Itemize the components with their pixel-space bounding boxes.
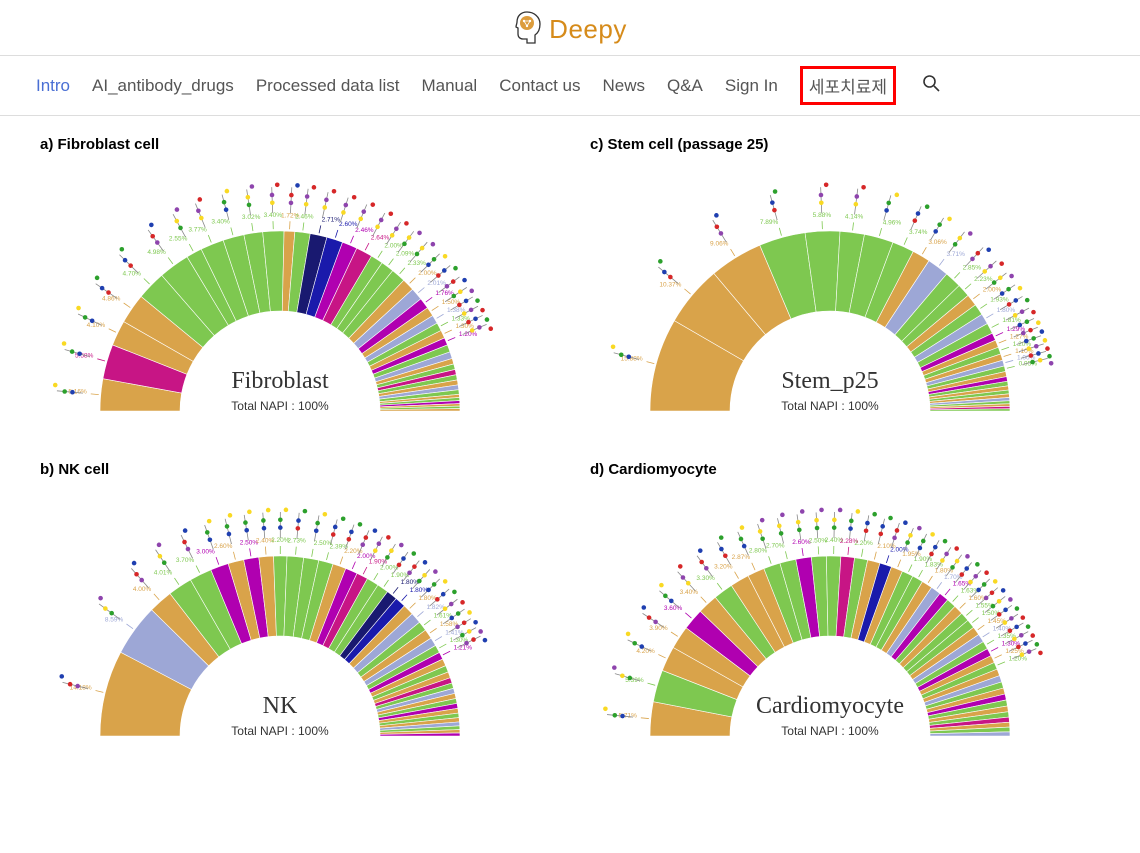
nav-processed-data-list[interactable]: Processed data list: [256, 76, 400, 96]
panel-title: d) Cardiomyocyte: [590, 461, 1100, 478]
center-name: Cardiomyocyte: [756, 693, 904, 720]
segment-pct-label: 4.14%: [845, 213, 864, 220]
center-sub: Total NAPI : 100%: [781, 399, 878, 413]
center-name: NK: [231, 693, 328, 720]
segment-pct-label: 3.02%: [242, 214, 261, 221]
segment-pct-label: 4.86%: [102, 296, 121, 303]
panel-cardio: d) Cardiomyocyte 5.71%5.39%4.20%3.90%3.6…: [590, 461, 1100, 746]
segment-pct-label: 1.82%: [426, 604, 445, 611]
segment-pct-label: 1.63%: [961, 588, 980, 595]
segment-pct-label: 3.70%: [176, 557, 195, 564]
segment-pct-label: 2.33%: [408, 260, 427, 267]
panel-nk: b) NK cell 14.18%8.59%4.00%4.01%3.70%3.0…: [40, 461, 550, 746]
chart-nk: 14.18%8.59%4.00%4.01%3.70%3.00%2.60%2.50…: [40, 486, 520, 746]
center-label: Fibroblast Total NAPI : 100%: [231, 368, 328, 413]
segment-pct-label: 10.37%: [659, 281, 681, 288]
segment-pct-label: 2.85%: [963, 264, 982, 271]
search-icon[interactable]: [922, 74, 940, 97]
nav-cell-therapy[interactable]: 세포치료제: [800, 66, 896, 105]
segment-pct-label: 2.23%: [974, 276, 993, 283]
segment-pct-label: 4.00%: [133, 586, 152, 593]
segment-pct-label: 3.77%: [188, 226, 207, 233]
brain-icon: [513, 10, 543, 49]
segment-pct-label: 1.61%: [434, 613, 453, 620]
chart-stem: 15.88%10.37%9.06%7.89%5.88%4.14%4.96%3.7…: [590, 161, 1070, 421]
segment-pct-label: 2.46%: [355, 227, 374, 234]
panel-title: c) Stem cell (passage 25): [590, 136, 1100, 153]
brand-logo[interactable]: Deepy: [513, 10, 627, 49]
center-sub: Total NAPI : 100%: [231, 399, 328, 413]
segment-pct-label: 8.59%: [105, 617, 124, 624]
segment-pct-label: 15.88%: [621, 356, 643, 363]
nav-intro[interactable]: Intro: [36, 76, 70, 96]
nav-manual[interactable]: Manual: [421, 76, 477, 96]
charts-grid: a) Fibroblast cell 5.16%5.58%4.10%4.86%4…: [0, 116, 1140, 746]
nav-news[interactable]: News: [602, 76, 645, 96]
header: Deepy: [0, 0, 1140, 55]
nav-sign-in[interactable]: Sign In: [725, 76, 778, 96]
segment-pct-label: 2.87%: [732, 554, 751, 561]
center-label: NK Total NAPI : 100%: [231, 693, 328, 738]
segment-pct-label: 2.01%: [427, 280, 446, 287]
nav-contact-us[interactable]: Contact us: [499, 76, 580, 96]
main-nav: Intro AI_antibody_drugs Processed data l…: [0, 55, 1140, 116]
segment-pct-label: 1.81%: [1002, 317, 1021, 324]
segment-pct-label: 3.74%: [909, 229, 928, 236]
segment-pct-label: 4.70%: [123, 271, 142, 278]
segment-pct-label: 3.40%: [680, 589, 699, 596]
panel-stem: c) Stem cell (passage 25) 15.88%10.37%9.…: [590, 136, 1100, 421]
segment-pct-label: 3.00%: [196, 548, 215, 555]
nav-qa[interactable]: Q&A: [667, 76, 703, 96]
segment-pct-label: 1.80%: [418, 595, 437, 602]
segment-pct-label: 2.80%: [749, 547, 768, 554]
segment-pct-label: 14.18%: [70, 685, 92, 692]
segment-pct-label: 3.06%: [928, 239, 947, 246]
segment-pct-label: 3.40%: [264, 212, 283, 219]
brand-name: Deepy: [549, 14, 627, 45]
segment-pct-label: 2.73%: [287, 538, 306, 545]
panel-fibroblast: a) Fibroblast cell 5.16%5.58%4.10%4.86%4…: [40, 136, 550, 421]
segment-pct-label: 1.76%: [435, 290, 454, 297]
segment-pct-label: 4.96%: [883, 219, 902, 226]
chart-cardio: 5.71%5.39%4.20%3.90%3.60%3.40%3.30%3.20%…: [590, 486, 1070, 746]
segment-pct-label: 2.64%: [371, 235, 390, 242]
segment-pct-label: 1.80%: [997, 307, 1016, 314]
segment-pct-label: 7.89%: [760, 219, 779, 226]
center-sub: Total NAPI : 100%: [756, 724, 904, 738]
center-sub: Total NAPI : 100%: [231, 724, 328, 738]
segment-pct-label: 5.88%: [813, 212, 832, 219]
segment-pct-label: 1.21%: [454, 644, 473, 651]
panel-title: a) Fibroblast cell: [40, 136, 550, 153]
segment-pct-label: 3.60%: [664, 605, 683, 612]
segment-pct-label: 2.60%: [214, 543, 233, 550]
segment-pct-label: 3.40%: [211, 219, 230, 226]
segment-pct-label: 3.90%: [649, 625, 668, 632]
panel-title: b) NK cell: [40, 461, 550, 478]
segment-pct-label: 2.00%: [983, 286, 1002, 293]
center-name: Fibroblast: [231, 368, 328, 395]
center-label: Cardiomyocyte Total NAPI : 100%: [756, 693, 904, 738]
chart-fibroblast: 5.16%5.58%4.10%4.86%4.70%4.98%2.55%3.77%…: [40, 161, 520, 421]
center-label: Stem_p25 Total NAPI : 100%: [781, 368, 878, 413]
segment-pct-label: 2.70%: [766, 542, 785, 549]
segment-pct-label: 2.00%: [418, 270, 437, 277]
nav-ai-antibody-drugs[interactable]: AI_antibody_drugs: [92, 76, 234, 96]
segment-pct-label: 2.20%: [854, 540, 873, 547]
segment-pct-label: 2.46%: [295, 214, 314, 221]
center-name: Stem_p25: [781, 368, 878, 395]
segment-pct-label: 2.71%: [322, 217, 341, 224]
segment-pct-label: 1.93%: [990, 297, 1009, 304]
